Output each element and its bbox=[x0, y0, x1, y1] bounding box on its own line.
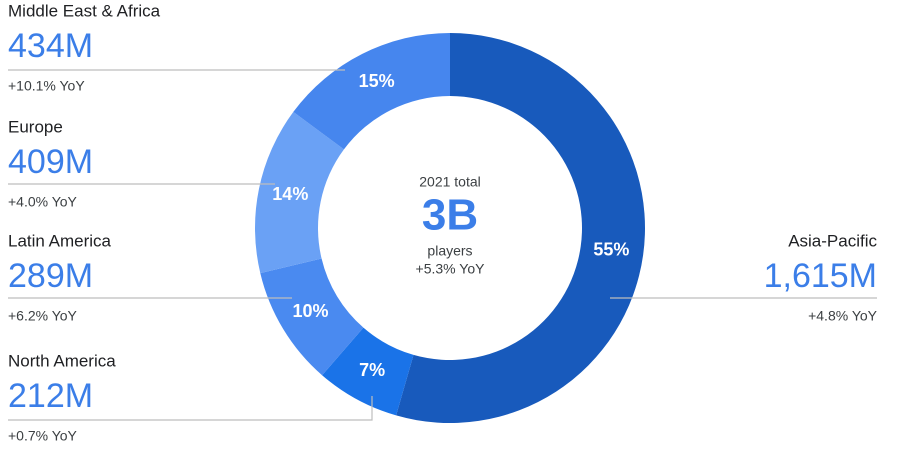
region-growth: +10.1% YoY bbox=[8, 78, 85, 94]
donut-slice bbox=[260, 258, 364, 376]
region-name: Europe bbox=[8, 117, 63, 136]
slice-label: 14% bbox=[272, 184, 308, 204]
region-growth: +4.0% YoY bbox=[8, 194, 78, 210]
region-name: North America bbox=[8, 351, 116, 370]
region-players: 212M bbox=[8, 377, 93, 415]
donut-slice bbox=[396, 33, 645, 424]
region-players: 1,615M bbox=[764, 257, 877, 295]
slice-label: 7% bbox=[359, 360, 385, 380]
region-players: 434M bbox=[8, 27, 93, 65]
region-growth: +0.7% YoY bbox=[8, 428, 78, 444]
center-title: 2021 total bbox=[419, 174, 481, 190]
region-growth: +4.8% YoY bbox=[808, 308, 878, 324]
region-name: Asia-Pacific bbox=[788, 231, 877, 250]
slice-label: 55% bbox=[593, 239, 629, 259]
slice-label: 10% bbox=[293, 301, 329, 321]
slice-label: 15% bbox=[359, 71, 395, 91]
region-growth: +6.2% YoY bbox=[8, 308, 78, 324]
leader-line bbox=[8, 396, 373, 421]
donut-slice bbox=[322, 327, 414, 416]
region-players: 409M bbox=[8, 143, 93, 181]
region-name: Latin America bbox=[8, 231, 112, 250]
region-name: Middle East & Africa bbox=[8, 1, 161, 20]
center-value: 3B bbox=[422, 191, 478, 240]
center-unit: players bbox=[427, 243, 472, 259]
donut-slice bbox=[255, 111, 344, 274]
region-players: 289M bbox=[8, 257, 93, 295]
center-growth: +5.3% YoY bbox=[416, 261, 486, 277]
donut-slice bbox=[293, 32, 450, 150]
